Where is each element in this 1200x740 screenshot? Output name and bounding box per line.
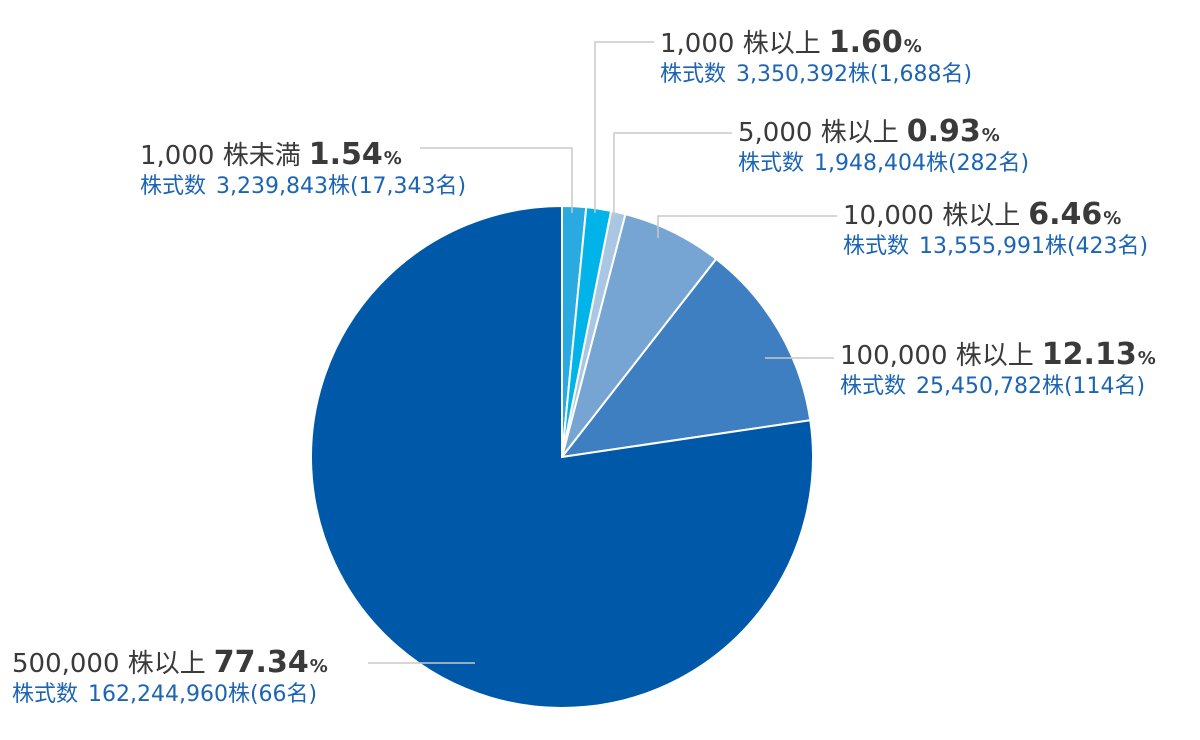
shares-value: 3,239,843株(17,343名)	[216, 174, 467, 199]
percent-sign: %	[383, 148, 402, 169]
label-block-under-1000: 1,000 株未満 1.54% 株式数 3,239,843株(17,343名)	[140, 140, 466, 198]
percent-sign: %	[309, 656, 328, 677]
percent-sign: %	[903, 36, 922, 57]
category-label: 1,000 株未満	[140, 141, 301, 171]
label-block-5000-plus: 5,000 株以上 0.93% 株式数 1,948,404株(282名)	[738, 117, 1029, 175]
shares-label: 株式数	[140, 174, 207, 199]
shares-label: 株式数	[12, 682, 79, 707]
percent-label: 12.13	[1041, 337, 1137, 372]
category-label: 500,000 株以上	[12, 649, 206, 679]
leader-line-10000-plus	[657, 215, 837, 238]
label-block-10000-plus: 10,000 株以上 6.46% 株式数 13,555,991株(423名)	[843, 200, 1148, 258]
shares-label: 株式数	[738, 151, 805, 176]
percent-label: 77.34	[213, 645, 309, 680]
pie-slice-100000-plus	[559, 257, 812, 459]
percent-sign: %	[1103, 208, 1122, 229]
label-block-500000-plus: 500,000 株以上 77.34% 株式数 162,244,960株(66名)	[12, 648, 328, 706]
label-block-1000-plus: 1,000 株以上 1.60% 株式数 3,350,392株(1,688名)	[660, 28, 972, 86]
category-label: 1,000 株以上	[660, 29, 821, 59]
shares-value: 13,555,991株(423名)	[919, 234, 1149, 259]
leader-line-5000-plus	[613, 132, 732, 217]
shares-label: 株式数	[660, 62, 727, 87]
category-label: 10,000 株以上	[843, 201, 1021, 231]
shares-value: 3,350,392株(1,688名)	[736, 62, 973, 87]
percent-label: 6.46	[1028, 197, 1103, 232]
percent-label: 0.93	[906, 114, 981, 149]
category-label: 100,000 株以上	[840, 341, 1034, 371]
label-block-100000-plus: 100,000 株以上 12.13% 株式数 25,450,782株(114名)	[840, 340, 1156, 398]
shares-label: 株式数	[840, 374, 907, 399]
leader-line-under-1000	[420, 147, 573, 213]
percent-label: 1.54	[308, 137, 383, 172]
percent-sign: %	[1137, 348, 1156, 369]
shares-label: 株式数	[843, 234, 910, 259]
leader-line-1000-plus	[594, 41, 654, 213]
shares-value: 162,244,960株(66名)	[88, 682, 318, 707]
percent-sign: %	[981, 125, 1000, 146]
pie-slice-500000-plus	[310, 204, 814, 709]
shares-value: 1,948,404株(282名)	[814, 151, 1030, 176]
percent-label: 1.60	[828, 25, 903, 60]
shares-value: 25,450,782株(114名)	[916, 374, 1146, 399]
category-label: 5,000 株以上	[738, 118, 899, 148]
